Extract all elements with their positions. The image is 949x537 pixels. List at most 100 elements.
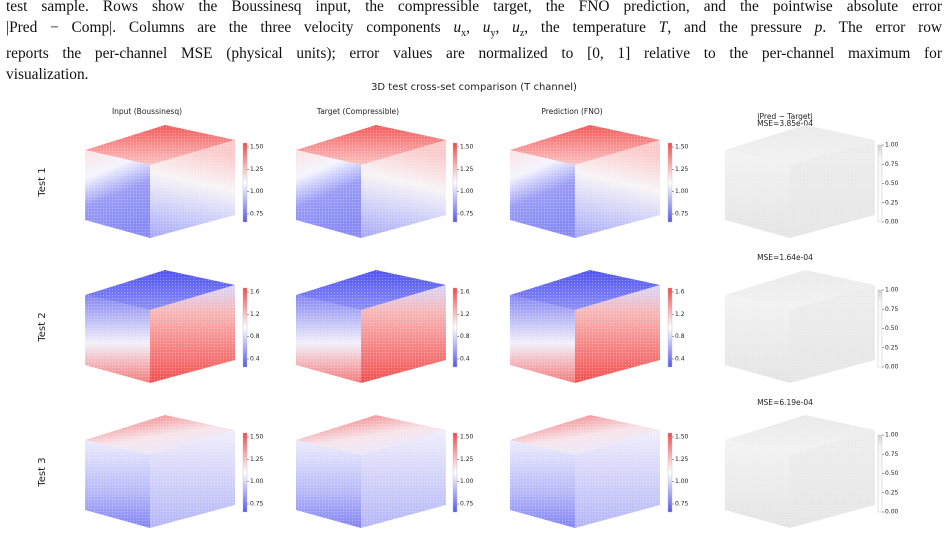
colorbar-tick-label: 0.4 xyxy=(675,356,685,363)
colorbar xyxy=(877,289,883,368)
caption: test sample. Rows show the Boussinesq in… xyxy=(6,0,942,85)
math-var: u xyxy=(453,18,462,36)
row-label: Test 3 xyxy=(37,457,48,487)
cube xyxy=(725,270,875,383)
cube xyxy=(85,415,235,528)
colorbar-tick-label: 0.00 xyxy=(885,364,899,371)
cube-texture xyxy=(85,415,235,455)
colorbar-tick-label: 1.2 xyxy=(250,311,260,318)
cube-texture xyxy=(725,415,875,455)
colorbar-tick-label: 1.00 xyxy=(885,287,899,294)
cube-texture xyxy=(150,140,235,238)
colorbar-tick-label: 0.4 xyxy=(460,356,470,363)
cube-texture xyxy=(296,125,446,165)
caption-line: test sample. Rows show the Boussinesq in… xyxy=(6,0,942,15)
column-header: |Pred − Target| xyxy=(757,112,813,121)
caption-text: , and the pressure xyxy=(667,18,815,36)
colorbar-tick-label: 1.25 xyxy=(250,166,264,173)
cube xyxy=(725,125,875,238)
colorbar xyxy=(877,144,883,223)
cube-texture xyxy=(150,285,235,383)
colorbar-tick-label: 0.75 xyxy=(885,451,899,458)
cube-texture xyxy=(150,430,235,528)
colorbar-tick-label: 0.75 xyxy=(460,211,474,218)
cube-texture xyxy=(85,150,150,238)
cube-texture xyxy=(85,270,235,310)
colorbar-tick-label: 0.00 xyxy=(885,509,899,516)
cube-texture xyxy=(725,295,790,383)
cube xyxy=(510,270,660,383)
colorbar-tick-label: 1.00 xyxy=(675,478,689,485)
colorbar-tick-label: 0.75 xyxy=(885,161,899,168)
mse-label: MSE=6.19e-04 xyxy=(757,398,813,407)
colorbar-tick-label: 0.8 xyxy=(460,333,470,340)
colorbar-tick-label: 0.75 xyxy=(885,306,899,313)
colorbar-tick-label: 0.8 xyxy=(675,333,685,340)
cube-texture xyxy=(296,440,361,528)
cube-texture xyxy=(296,270,446,310)
colorbar-tick-label: 1.25 xyxy=(675,456,689,463)
cube xyxy=(510,415,660,528)
cube-texture xyxy=(725,125,875,165)
cube xyxy=(85,270,235,383)
cube-texture xyxy=(510,415,660,455)
colorbar-tick-label: 0.50 xyxy=(885,325,899,332)
cube xyxy=(85,125,235,238)
math-sub: z xyxy=(519,27,525,39)
cube-texture xyxy=(575,430,660,528)
colorbar-tick-label: 0.25 xyxy=(885,344,899,351)
colorbar-tick-label: 1.2 xyxy=(675,311,685,318)
math-var: T xyxy=(658,18,668,36)
cube-texture xyxy=(361,430,446,528)
cube-texture xyxy=(575,285,660,383)
colorbar-tick-label: 0.00 xyxy=(885,219,899,226)
mse-label: MSE=3.85e-04 xyxy=(757,119,813,128)
cube-texture xyxy=(361,140,446,238)
cube xyxy=(296,415,446,528)
colorbar-tick-label: 0.75 xyxy=(250,501,264,508)
colorbar-tick-label: 1.00 xyxy=(460,188,474,195)
colorbar-tick-label: 1.00 xyxy=(250,478,264,485)
colorbar-tick-label: 0.4 xyxy=(250,356,260,363)
colorbar-tick-label: 1.00 xyxy=(675,188,689,195)
cube-texture xyxy=(296,295,361,383)
colorbar-tick-label: 1.2 xyxy=(460,311,470,318)
colorbar xyxy=(242,287,248,368)
math-var: u xyxy=(482,18,491,36)
math-sub: y xyxy=(490,27,496,39)
caption-line: |Pred − Comp|. Columns are the three vel… xyxy=(6,18,942,45)
colorbar-tick-label: 0.75 xyxy=(675,211,689,218)
mse-label: MSE=1.64e-04 xyxy=(757,253,813,262)
colorbar-tick-label: 1.00 xyxy=(250,188,264,195)
cube-texture xyxy=(790,285,875,383)
colorbar-tick-label: 0.25 xyxy=(885,199,899,206)
colorbar xyxy=(452,432,458,513)
cube-texture xyxy=(85,295,150,383)
colorbar-tick-label: 1.50 xyxy=(675,434,689,441)
cube-texture xyxy=(790,430,875,528)
column-header: Prediction (FNO) xyxy=(541,107,602,116)
colorbar-tick-label: 0.75 xyxy=(460,501,474,508)
cube xyxy=(725,415,875,528)
colorbar-tick-label: 1.00 xyxy=(885,142,899,149)
colorbar xyxy=(667,287,673,368)
caption-line: visualization. xyxy=(6,65,89,83)
cube-texture xyxy=(296,415,446,455)
figure-title: 3D test cross-set comparison (T channel) xyxy=(371,82,577,93)
colorbar xyxy=(667,432,673,513)
row-label: Test 2 xyxy=(37,312,48,342)
cube-texture xyxy=(510,440,575,528)
colorbar-tick-label: 1.25 xyxy=(675,166,689,173)
cube-texture xyxy=(85,440,150,528)
colorbar-tick-label: 1.6 xyxy=(675,289,685,296)
math-sub: x xyxy=(461,27,467,39)
colorbar-tick-label: 1.6 xyxy=(460,289,470,296)
cube-texture xyxy=(725,440,790,528)
cube-texture xyxy=(725,270,875,310)
colorbar-tick-label: 0.75 xyxy=(675,501,689,508)
colorbar-tick-label: 1.25 xyxy=(250,456,264,463)
colorbar-tick-label: 1.50 xyxy=(460,434,474,441)
caption-text: . The error row xyxy=(822,18,943,36)
cube-texture xyxy=(510,125,660,165)
colorbar xyxy=(452,287,458,368)
